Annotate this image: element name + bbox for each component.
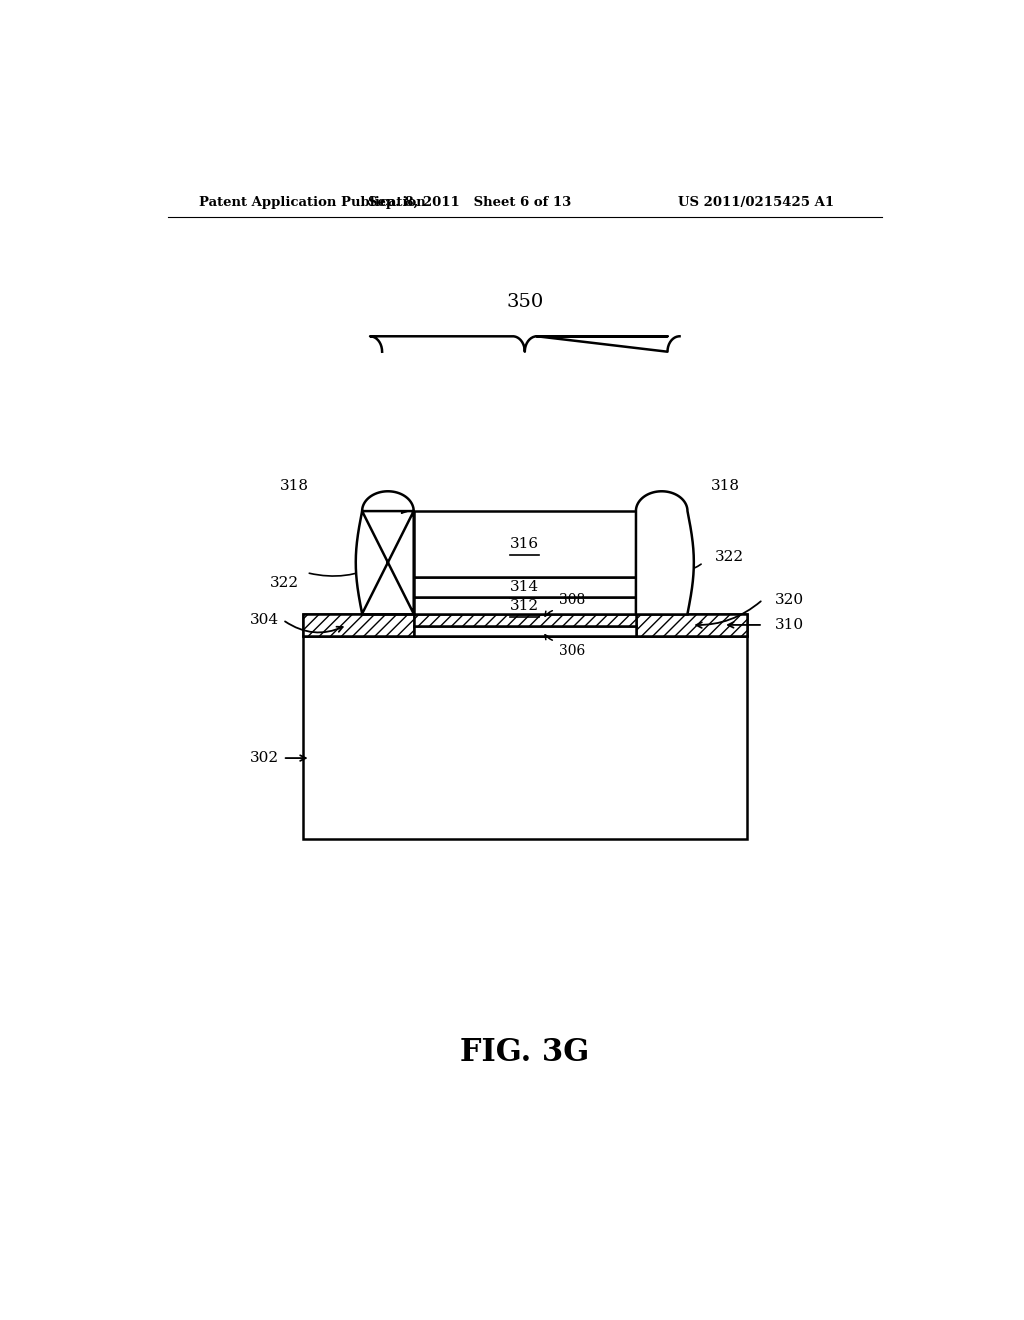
Text: 306: 306 [559, 644, 585, 659]
Bar [414, 511, 636, 577]
Text: Sep. 8, 2011   Sheet 6 of 13: Sep. 8, 2011 Sheet 6 of 13 [368, 195, 570, 209]
Bar [636, 614, 748, 636]
Text: 310: 310 [775, 618, 804, 632]
Polygon shape [636, 491, 694, 614]
Bar [414, 598, 636, 614]
Bar [414, 577, 636, 598]
Bar [303, 614, 414, 636]
Text: FIG. 3G: FIG. 3G [460, 1038, 590, 1068]
Bar [414, 626, 636, 636]
Text: 322: 322 [716, 550, 744, 565]
Text: 308: 308 [559, 593, 585, 606]
Text: US 2011/0215425 A1: US 2011/0215425 A1 [678, 195, 835, 209]
Text: 350: 350 [506, 293, 544, 312]
Bar [303, 614, 748, 636]
Text: 320: 320 [775, 593, 804, 606]
Polygon shape [355, 491, 414, 614]
Text: 316: 316 [510, 537, 540, 552]
Text: 314: 314 [510, 581, 540, 594]
Text: 318: 318 [280, 479, 308, 492]
Text: 304: 304 [250, 612, 279, 627]
Text: 312: 312 [510, 598, 540, 612]
Bar [303, 636, 748, 840]
Text: 302: 302 [250, 751, 279, 766]
Bar [414, 614, 636, 626]
Text: 318: 318 [712, 479, 740, 492]
Text: 322: 322 [269, 576, 299, 590]
Text: Patent Application Publication: Patent Application Publication [200, 195, 426, 209]
